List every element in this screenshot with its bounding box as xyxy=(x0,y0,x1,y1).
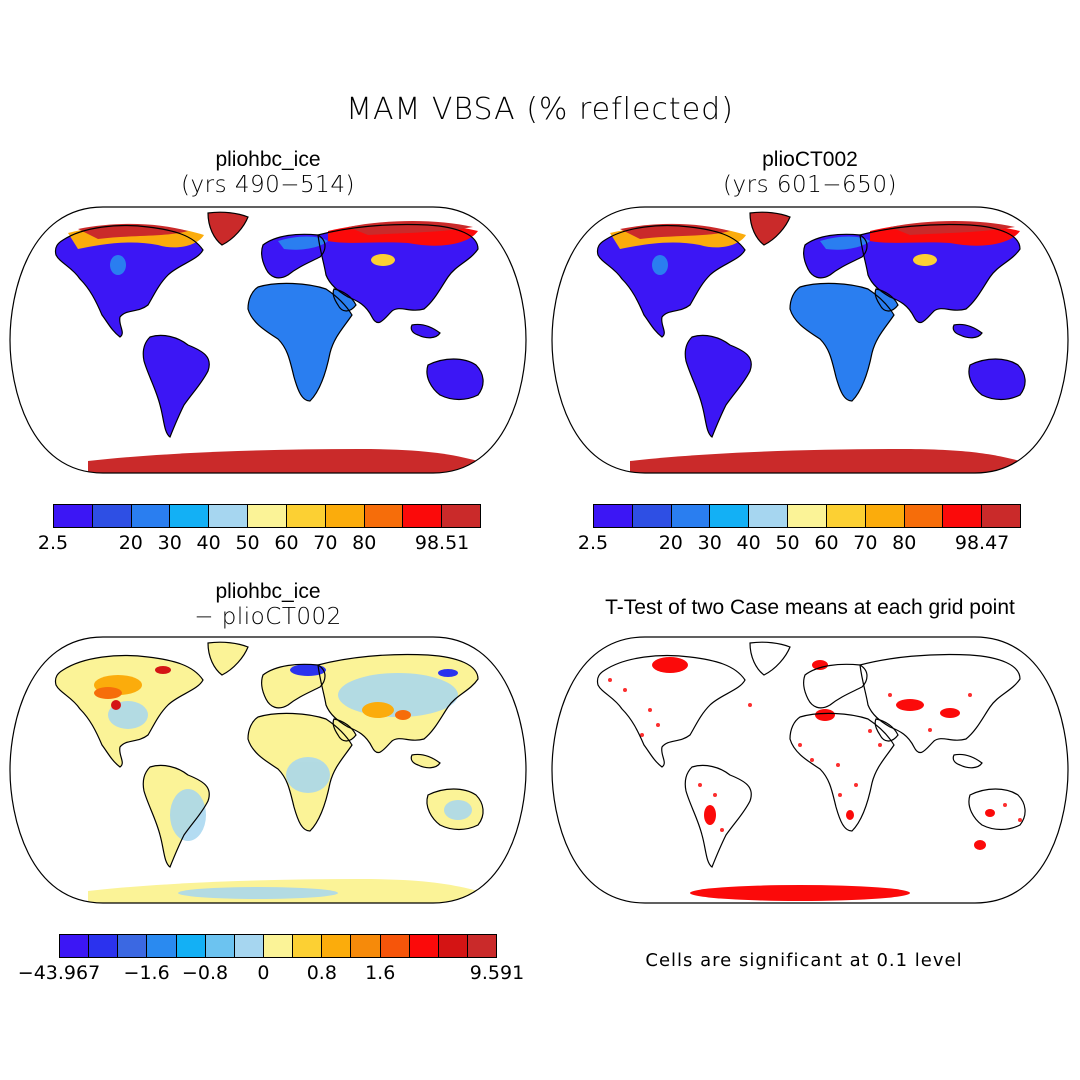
colorbar-tick-label: 40 xyxy=(736,532,761,554)
colorbar-swatch xyxy=(89,935,119,957)
colorbar-swatch xyxy=(234,935,264,957)
colorbar-swatch xyxy=(322,935,352,957)
colorbar-swatch xyxy=(131,505,171,527)
colorbar-tick-label: −1.6 xyxy=(123,962,170,984)
colorbar-tick-label: 70 xyxy=(313,532,338,554)
colorbar-swatch xyxy=(826,505,866,527)
colorbar-swatch xyxy=(205,935,235,957)
colorbar-tick-label: 1.6 xyxy=(365,962,396,984)
panel-subtitle-top-right: (yrs 601−650) xyxy=(723,172,897,198)
colorbar-tick-label: 60 xyxy=(274,532,299,554)
colorbar-labels-bottom-left: −43.967 −1.6 −0.8 0 0.8 1.6 9.591 xyxy=(18,962,524,986)
colorbar-swatch xyxy=(364,505,404,527)
colorbar-swatch xyxy=(671,505,711,527)
colorbar-tick-label: 50 xyxy=(235,532,260,554)
colorbar-swatch xyxy=(209,505,249,527)
colorbar-swatch xyxy=(176,935,206,957)
colorbar-tick-label: −43.967 xyxy=(17,962,101,984)
colorbar-tick-label: 20 xyxy=(118,532,143,554)
colorbar-swatch xyxy=(749,505,789,527)
colorbar-swatch xyxy=(248,505,287,527)
colorbar-tick-label: 0 xyxy=(257,962,270,984)
colorbar-swatch xyxy=(943,505,983,527)
colorbar-top-right xyxy=(593,504,1021,528)
colorbar-tick-label: −0.8 xyxy=(181,962,229,984)
panel-title-bottom-right: T-Test of two Case means at each grid po… xyxy=(605,596,1015,619)
colorbar-swatch xyxy=(286,505,326,527)
colorbar-tick-label: 30 xyxy=(697,532,722,554)
colorbar-swatch xyxy=(293,935,323,957)
colorbar-swatch xyxy=(54,505,93,527)
colorbar-tick-label: 2.5 xyxy=(577,532,609,554)
colorbar-swatch xyxy=(865,505,905,527)
colorbar-swatch xyxy=(710,505,750,527)
colorbar-tick-label: 9.591 xyxy=(469,962,525,984)
colorbar-tick-label: 80 xyxy=(892,532,917,554)
colorbar-swatch xyxy=(170,505,210,527)
colorbar-swatch xyxy=(325,505,365,527)
colorbar-tick-label: 2.5 xyxy=(37,532,69,554)
colorbar-tick-label: 20 xyxy=(658,532,683,554)
colorbar-tick-label: 40 xyxy=(196,532,221,554)
colorbar-swatch xyxy=(118,935,148,957)
map-top-right xyxy=(550,205,1070,475)
map-top-left xyxy=(8,205,528,475)
map-bottom-right xyxy=(550,635,1070,905)
colorbar-labels-top-right: 2.5 20 30 40 50 60 70 80 98.47 xyxy=(578,532,1021,556)
colorbar-swatch xyxy=(92,505,132,527)
colorbar-swatch xyxy=(147,935,177,957)
panel-subtitle-top-left: (yrs 490−514) xyxy=(181,172,355,198)
colorbar-swatch xyxy=(594,505,633,527)
colorbar-swatch xyxy=(904,505,944,527)
colorbar-swatch xyxy=(351,935,381,957)
significance-footnote: Cells are significant at 0.1 level xyxy=(645,950,963,971)
colorbar-swatch xyxy=(409,935,439,957)
colorbar-swatch xyxy=(60,935,90,957)
colorbar-swatch xyxy=(263,935,294,957)
colorbar-tick-label: 98.47 xyxy=(954,532,1010,554)
colorbar-tick-label: 30 xyxy=(157,532,182,554)
colorbar-swatch xyxy=(403,505,443,527)
colorbar-labels-top-left: 2.5 20 30 40 50 60 70 80 98.51 xyxy=(38,532,481,556)
panel-title-top-left: pliohbc_ice xyxy=(215,148,321,171)
colorbar-swatch xyxy=(632,505,672,527)
panel-subtitle-bottom-left: − plioCT002 xyxy=(194,604,342,630)
colorbar-swatch xyxy=(438,935,468,957)
colorbar-swatch xyxy=(982,505,1020,527)
colorbar-top-left xyxy=(53,504,481,528)
figure-title: MAM VBSA (% reflected) xyxy=(346,92,734,127)
colorbar-bottom-left xyxy=(59,934,497,958)
colorbar-tick-label: 70 xyxy=(853,532,878,554)
colorbar-swatch xyxy=(442,505,480,527)
panel-title-bottom-left: pliohbc_ice xyxy=(215,580,321,603)
colorbar-swatch xyxy=(467,935,497,957)
colorbar-tick-label: 50 xyxy=(775,532,800,554)
colorbar-swatch xyxy=(788,505,827,527)
colorbar-tick-label: 0.8 xyxy=(306,962,337,984)
colorbar-tick-label: 60 xyxy=(814,532,839,554)
colorbar-tick-label: 98.51 xyxy=(414,532,470,554)
colorbar-tick-label: 80 xyxy=(352,532,377,554)
map-bottom-left xyxy=(8,635,528,905)
colorbar-swatch xyxy=(380,935,410,957)
panel-title-top-right: plioCT002 xyxy=(762,148,858,171)
